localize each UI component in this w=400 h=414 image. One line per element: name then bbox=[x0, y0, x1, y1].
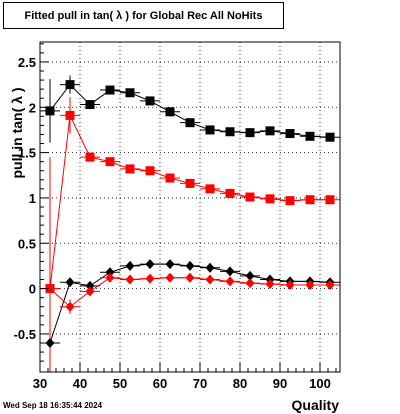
diamond-marker bbox=[245, 270, 255, 281]
square-marker bbox=[305, 131, 315, 141]
square-marker bbox=[245, 128, 255, 138]
square-marker bbox=[225, 188, 235, 198]
square-marker bbox=[185, 178, 195, 188]
diamond-marker bbox=[85, 286, 95, 297]
square-marker bbox=[165, 107, 175, 117]
square-marker bbox=[45, 106, 55, 116]
square-marker bbox=[285, 196, 295, 206]
square-marker bbox=[185, 118, 195, 128]
diamond-marker bbox=[305, 279, 315, 290]
square-marker bbox=[125, 88, 135, 98]
diamond-marker bbox=[325, 279, 335, 290]
x-tick-label: 30 bbox=[33, 376, 47, 391]
x-tick-label: 70 bbox=[193, 376, 207, 391]
diamond-marker bbox=[45, 337, 55, 348]
y-tick-label: -0.5 bbox=[14, 327, 36, 342]
x-tick-label: 100 bbox=[309, 376, 331, 391]
diamond-marker bbox=[65, 301, 75, 312]
plot-frame bbox=[39, 41, 341, 373]
diamond-marker bbox=[245, 278, 255, 289]
square-marker bbox=[65, 110, 75, 120]
square-marker bbox=[105, 85, 115, 95]
chart-title: Fitted pull in tan( λ ) for Global Rec A… bbox=[3, 2, 284, 29]
diamond-marker bbox=[185, 272, 195, 283]
diamond-marker bbox=[165, 272, 175, 283]
timestamp: Wed Sep 18 16:35:44 2024 bbox=[3, 401, 103, 410]
square-marker bbox=[225, 127, 235, 137]
diamond-marker bbox=[105, 267, 115, 278]
diamond-marker bbox=[165, 259, 175, 270]
y-tick-label: 0 bbox=[29, 282, 36, 297]
square-marker bbox=[205, 184, 215, 194]
square-marker bbox=[205, 125, 215, 135]
diamond-marker bbox=[265, 279, 275, 290]
square-marker bbox=[265, 126, 275, 136]
grid-lines bbox=[39, 42, 340, 372]
square-marker bbox=[65, 80, 75, 90]
square-marker bbox=[145, 96, 155, 106]
x-tick-label: 40 bbox=[73, 376, 87, 391]
diamond-marker bbox=[225, 266, 235, 277]
diamond-marker bbox=[45, 283, 55, 294]
x-axis-label: Quality bbox=[292, 397, 340, 413]
data-series bbox=[40, 75, 340, 372]
square-marker bbox=[325, 195, 335, 205]
diamond-marker bbox=[205, 262, 215, 273]
diamond-marker bbox=[65, 277, 75, 288]
square-marker bbox=[125, 164, 135, 174]
square-marker bbox=[265, 194, 275, 204]
square-marker bbox=[245, 192, 255, 202]
square-marker bbox=[105, 157, 115, 167]
x-tick-label: 60 bbox=[153, 376, 167, 391]
square-marker bbox=[145, 166, 155, 176]
y-tick-label: 0.5 bbox=[18, 236, 36, 251]
diamond-marker bbox=[185, 260, 195, 271]
x-tick-label: 50 bbox=[113, 376, 127, 391]
diamond-marker bbox=[205, 274, 215, 285]
diamond-marker bbox=[145, 259, 155, 270]
square-marker bbox=[305, 195, 315, 205]
y-axis-label: pull in tan( λ ) bbox=[9, 88, 25, 179]
square-marker bbox=[325, 132, 335, 142]
y-tick-label: 2.5 bbox=[18, 55, 36, 70]
diamond-marker bbox=[125, 260, 135, 271]
axes: 30 40 50 60 70 80 90 100 -0.5 0 0.5 1 1.5 2 2.5 bbox=[14, 43, 337, 391]
square-marker bbox=[165, 173, 175, 183]
diamond-marker bbox=[125, 274, 135, 285]
diamond-marker bbox=[85, 280, 95, 291]
diamond-marker bbox=[105, 272, 115, 283]
y-tick-label: 1 bbox=[29, 191, 36, 206]
diamond-marker bbox=[285, 279, 295, 290]
square-marker bbox=[285, 129, 295, 139]
x-tick-label: 80 bbox=[233, 376, 247, 391]
diamond-marker bbox=[145, 273, 155, 284]
square-marker bbox=[85, 100, 95, 110]
y-tick-label: 1.5 bbox=[18, 146, 36, 161]
diamond-marker bbox=[225, 276, 235, 287]
y-tick-label: 2 bbox=[29, 100, 36, 115]
x-tick-label: 90 bbox=[273, 376, 287, 391]
square-marker bbox=[85, 152, 95, 162]
